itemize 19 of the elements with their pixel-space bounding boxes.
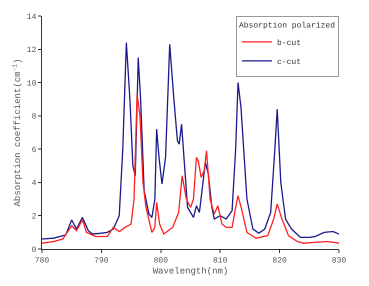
x-axis-title: Wavelength(nm): [152, 266, 228, 276]
y-tick-label: 8: [32, 112, 37, 122]
y-tick-label: 0: [32, 246, 37, 255]
y-tick-label: 4: [32, 179, 37, 188]
y-tick-label: 14: [26, 12, 37, 22]
x-tick-label: 820: [272, 256, 287, 266]
x-tick-label: 790: [94, 256, 109, 266]
y-tick-label: 12: [26, 46, 37, 56]
legend-label: c-cut: [277, 58, 302, 68]
x-tick-label: 800: [154, 256, 168, 266]
y-tick-label: 2: [32, 212, 37, 222]
x-tick-label: 780: [34, 256, 50, 266]
line-series: [42, 94, 339, 244]
y-tick-label: 10: [26, 79, 37, 88]
x-tick-label: 830: [332, 256, 346, 266]
legend-title: Absorption polarized: [239, 21, 336, 30]
legend-label: b-cut: [277, 39, 302, 48]
y-tick-label: 6: [32, 146, 37, 155]
x-tick-label: 810: [212, 256, 228, 266]
